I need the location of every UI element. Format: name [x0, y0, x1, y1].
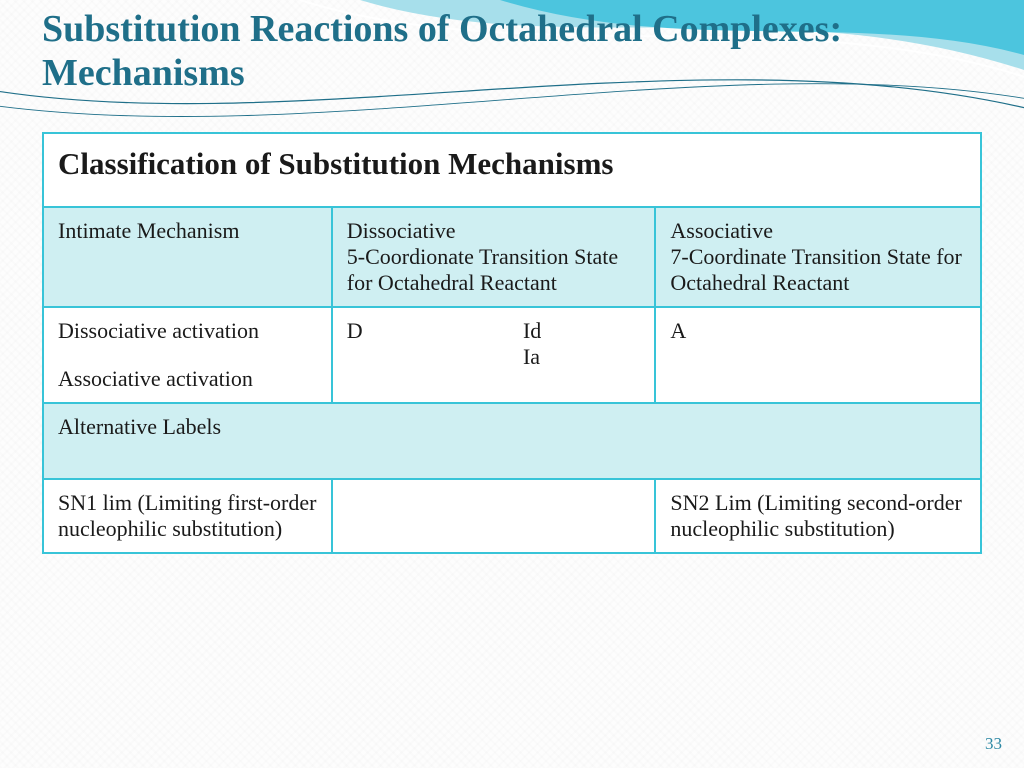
page-number: 33: [985, 734, 1002, 754]
associative-activation-label: Associative activation: [58, 366, 317, 392]
dissociative-activation-label: Dissociative activation: [58, 318, 317, 344]
slide-title: Substitution Reactions of Octahedral Com…: [42, 8, 902, 95]
row-intimate: Intimate Mechanism Dissociative 5-Coordi…: [44, 208, 980, 308]
symbol-ia: Ia: [523, 344, 640, 370]
cell-sn2: SN2 Lim (Limiting second-order nucleophi…: [656, 480, 980, 552]
cell-associative: Associative 7-Coordinate Transition Stat…: [656, 208, 980, 308]
mechanism-table: Classification of Substitution Mechanism…: [42, 132, 982, 554]
cell-intimate-label: Intimate Mechanism: [44, 208, 333, 308]
table-title-cell: Classification of Substitution Mechanism…: [44, 134, 980, 208]
cell-alternative-labels: Alternative Labels: [44, 404, 980, 480]
cell-d-id-ia: D Id Ia: [333, 308, 657, 404]
cell-activation-labels: Dissociative activation Associative acti…: [44, 308, 333, 404]
cell-sn-empty: [333, 480, 657, 552]
symbol-a: A: [656, 308, 980, 404]
cell-sn1: SN1 lim (Limiting first-order nucleophil…: [44, 480, 333, 552]
cell-dissociative: Dissociative 5-Coordionate Transition St…: [333, 208, 657, 308]
symbol-id: Id: [523, 318, 640, 344]
symbol-d: D: [347, 318, 523, 370]
row-alternative-labels: Alternative Labels: [44, 404, 980, 480]
row-sn: SN1 lim (Limiting first-order nucleophil…: [44, 480, 980, 552]
row-activation: Dissociative activation Associative acti…: [44, 308, 980, 404]
